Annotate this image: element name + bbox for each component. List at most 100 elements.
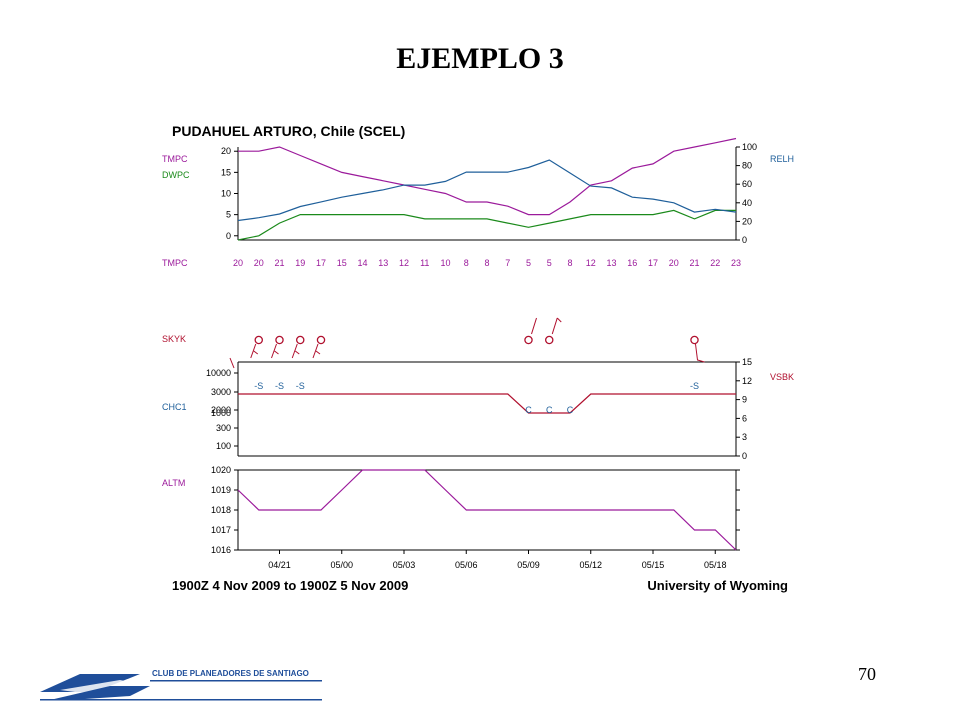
x-tick-label: 05/12	[579, 560, 602, 570]
wind-barb	[274, 350, 279, 355]
logo-text: CLUB DE PLANEADORES DE SANTIAGO	[152, 669, 309, 678]
panel2-left-tick-label: 1000	[211, 408, 231, 418]
series-line-tmpc	[238, 137, 737, 216]
tmpc-row-value: 22	[710, 258, 720, 268]
tmpc-row-value: 21	[274, 258, 284, 268]
sky-cover-symbol	[316, 335, 326, 345]
logo-wing-icon	[60, 680, 140, 694]
wind-barb	[312, 343, 319, 359]
panel3-left-tick-label: 1016	[211, 545, 231, 555]
sky-cover-symbol	[524, 335, 533, 345]
panel2-right-tick-label: 3	[742, 432, 747, 442]
tmpc-row-value: 8	[464, 258, 469, 268]
x-tick-label: 04/21	[268, 560, 291, 570]
logo-underline	[40, 699, 322, 701]
wind-barb	[250, 343, 257, 359]
tmpc-row-value: 16	[627, 258, 637, 268]
wind-barb	[229, 357, 235, 369]
wind-barb	[556, 317, 562, 323]
tmpc-row-value: 5	[547, 258, 552, 268]
wind-barb	[551, 317, 558, 335]
panel2-label-vsbk: VSBK	[770, 372, 794, 382]
tmpc-row-label: TMPC	[162, 258, 188, 268]
tmpc-row-value: 14	[357, 258, 367, 268]
panel2-right-tick-label: 12	[742, 376, 752, 386]
panel1-right-tick-label: 0	[742, 235, 747, 245]
panel3-label-altm: ALTM	[162, 478, 185, 488]
tmpc-row-value: 17	[648, 258, 658, 268]
weather-annotation: C	[525, 405, 532, 415]
wind-barb	[271, 343, 277, 359]
x-tick-label: 05/18	[704, 560, 727, 570]
tmpc-row-value: 10	[440, 258, 450, 268]
wind-barb	[291, 343, 298, 359]
series-line-chc1	[238, 393, 736, 414]
weather-annotation: -S	[296, 381, 305, 391]
tmpc-row-value: 20	[254, 258, 264, 268]
panel1-left-tick-label: 5	[226, 210, 231, 220]
tmpc-row-value: 13	[378, 258, 388, 268]
sky-cover-symbol	[254, 335, 263, 345]
panel2-left-tick-label: 10000	[206, 368, 231, 378]
logo-wing-icon	[50, 686, 150, 700]
panel2-left-tick-label: 300	[216, 423, 231, 433]
x-tick-label: 05/06	[455, 560, 478, 570]
slide-title: EJEMPLO 3	[396, 42, 564, 75]
tmpc-row-value: 7	[505, 258, 510, 268]
panel1-right-tick-label: 40	[742, 198, 752, 208]
wind-barb	[294, 350, 300, 355]
panel1-right-tick-label: 60	[742, 179, 752, 189]
panel2-label-chc1: CHC1	[162, 402, 187, 412]
page-number: 70	[858, 664, 876, 684]
tmpc-row-value: 8	[567, 258, 572, 268]
panel1-label-dwpc: DWPC	[162, 170, 190, 180]
x-tick-label: 05/09	[517, 560, 540, 570]
wind-barb	[531, 317, 537, 335]
weather-annotation: -S	[275, 381, 284, 391]
logo-wing-icon	[40, 674, 140, 692]
tmpc-row-value: 12	[399, 258, 409, 268]
weather-annotation: C	[546, 405, 553, 415]
panel3-left-tick-label: 1018	[211, 505, 231, 515]
tmpc-row-value: 19	[295, 258, 305, 268]
tmpc-row-value: 20	[669, 258, 679, 268]
panel1-right-tick-label: 100	[742, 142, 757, 152]
series-line-dwpc	[237, 209, 736, 241]
panel2-left-tick-label: 2000	[211, 405, 231, 415]
weather-annotation: -S	[690, 381, 699, 391]
panel3-left-tick-label: 1019	[211, 485, 231, 495]
weather-annotation: -S	[254, 381, 263, 391]
panel2-right-tick-label: 6	[742, 413, 747, 423]
tmpc-row-value: 23	[731, 258, 741, 268]
tmpc-row-value: 8	[484, 258, 489, 268]
panel3-left-tick-label: 1017	[211, 525, 231, 535]
weather-annotation: C	[567, 405, 574, 415]
sky-cover-symbol	[690, 335, 699, 345]
panel1-left-tick-label: 10	[221, 189, 231, 199]
panel1-label-relh: RELH	[770, 154, 794, 164]
x-tick-label: 05/03	[393, 560, 416, 570]
series-line-relh	[237, 159, 737, 222]
panel1-left-tick-label: 0	[226, 231, 231, 241]
panel1-title: PUDAHUEL ARTURO, Chile (SCEL)	[172, 123, 405, 139]
wind-barb	[253, 350, 259, 355]
panel1-left-tick-label: 15	[221, 167, 231, 177]
tmpc-row-value: 15	[337, 258, 347, 268]
tmpc-row-value: 20	[233, 258, 243, 268]
sky-cover-symbol	[275, 335, 284, 345]
panel1-right-tick-label: 80	[742, 161, 752, 171]
tmpc-row-value: 12	[586, 258, 596, 268]
series-line-altm	[237, 469, 737, 551]
x-tick-label: 05/15	[642, 560, 665, 570]
tmpc-row-value: 5	[526, 258, 531, 268]
panel1-right-tick-label: 20	[742, 216, 752, 226]
tmpc-row-value: 21	[689, 258, 699, 268]
panel2-label-skyk: SKYK	[162, 334, 186, 344]
x-tick-label: 05/00	[330, 560, 353, 570]
wind-barb	[315, 350, 321, 355]
tmpc-row-value: 17	[316, 258, 326, 268]
footer-date-range: 1900Z 4 Nov 2009 to 1900Z 5 Nov 2009	[172, 578, 408, 593]
tmpc-row-value: 13	[606, 258, 616, 268]
panel1-left-tick-label: 20	[221, 146, 231, 156]
